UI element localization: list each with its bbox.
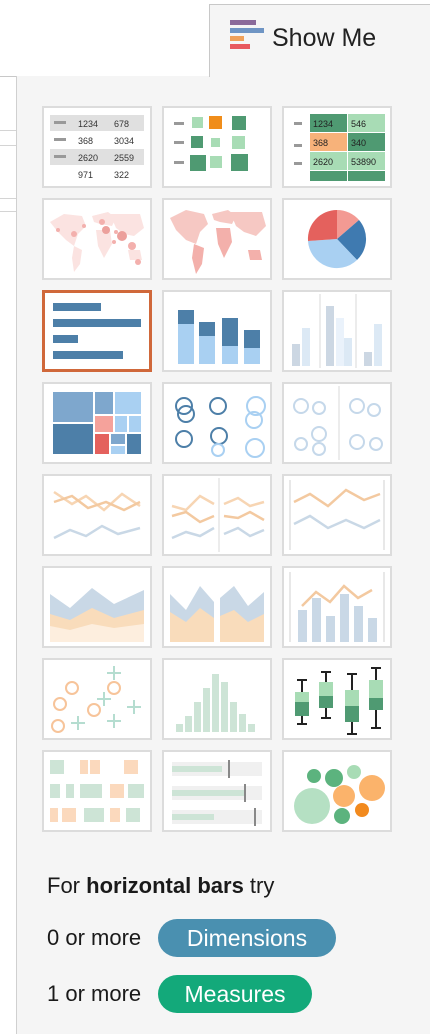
heat-map-icon <box>174 116 248 171</box>
show-me-label: Show Me <box>272 24 377 52</box>
cell: 368 <box>313 138 328 148</box>
cell: 322 <box>114 170 129 180</box>
tile-circle-views[interactable] <box>162 382 272 464</box>
tile-continuous-lines[interactable] <box>42 474 152 556</box>
tile-stacked-bars[interactable] <box>162 290 272 372</box>
tile-histogram[interactable] <box>162 658 272 740</box>
treemap-icon <box>53 392 141 454</box>
tile-area-discrete[interactable] <box>162 566 272 648</box>
hint-suffix: try <box>243 873 275 898</box>
hint-chart-type: horizontal bars <box>86 873 244 898</box>
circle-views-icon <box>175 396 266 458</box>
tile-highlight-table[interactable]: 1234 546 368 340 2620 53890 <box>282 106 392 188</box>
measures-requirement-text: 1 or more <box>47 981 142 1006</box>
tile-bullet-graph[interactable] <box>162 750 272 832</box>
tile-treemap[interactable] <box>42 382 152 464</box>
cell: 1234 <box>78 119 98 129</box>
tile-symbol-map[interactable] <box>42 198 152 280</box>
cell: 3034 <box>114 136 134 146</box>
cell: 546 <box>351 119 366 129</box>
tile-heat-map[interactable] <box>162 106 272 188</box>
tile-dual-lines[interactable] <box>282 474 392 556</box>
measures-pill: Measures <box>158 975 312 1013</box>
tile-side-by-side-bars[interactable] <box>282 290 392 372</box>
dual-combination-icon <box>289 572 385 642</box>
scatter-plot-icon <box>51 666 141 733</box>
dimensions-pill: Dimensions <box>158 919 336 957</box>
divider <box>0 145 16 146</box>
horizontal-bars-icon <box>53 303 141 359</box>
tile-gantt-chart[interactable] <box>42 750 152 832</box>
highlight-table-icon: 1234 546 368 340 2620 53890 <box>294 114 385 181</box>
cell: 368 <box>78 136 93 146</box>
divider <box>0 211 16 212</box>
cell: 2559 <box>114 153 134 163</box>
tile-dual-combination[interactable] <box>282 566 392 648</box>
cell: 2620 <box>78 153 98 163</box>
divider <box>0 198 16 199</box>
filled-map-icon <box>170 210 266 274</box>
tile-text-table[interactable]: 1234 678 368 3034 2620 2559 971 322 <box>42 106 152 188</box>
stacked-bars-icon <box>178 310 260 364</box>
show-me-icon <box>230 20 264 49</box>
discrete-lines-icon <box>171 478 265 552</box>
show-me-tab[interactable]: Show Me <box>209 4 430 77</box>
dimensions-requirement-text: 0 or more <box>47 925 142 950</box>
text-table-icon: 1234 678 368 3034 2620 2559 971 322 <box>50 115 144 180</box>
bullet-graph-icon <box>172 760 262 826</box>
tile-box-whisker[interactable] <box>282 658 392 740</box>
area-discrete-icon <box>170 586 264 642</box>
tile-filled-map[interactable] <box>162 198 272 280</box>
dual-lines-icon <box>289 480 385 550</box>
cell: 678 <box>114 119 129 129</box>
cell: 971 <box>78 170 93 180</box>
pie-chart-icon <box>307 209 367 269</box>
tile-side-by-side-circles[interactable] <box>282 382 392 464</box>
worksheet-edge <box>0 0 16 1034</box>
continuous-lines-icon <box>53 490 141 540</box>
box-whisker-icon <box>295 667 383 735</box>
side-by-side-circles-icon <box>293 386 383 460</box>
tile-pie-chart[interactable] <box>282 198 392 280</box>
packed-bubbles-icon <box>294 765 385 824</box>
divider <box>0 130 16 131</box>
tile-scatter-plot[interactable] <box>42 658 152 740</box>
side-by-side-bars-icon <box>292 294 382 368</box>
cell: 340 <box>351 138 366 148</box>
tile-packed-bubbles[interactable] <box>282 750 392 832</box>
gantt-chart-icon <box>50 760 144 822</box>
cell: 2620 <box>313 157 333 167</box>
tile-discrete-lines[interactable] <box>162 474 272 556</box>
area-continuous-icon <box>50 588 144 642</box>
chart-hint: For horizontal bars try <box>47 873 274 899</box>
cell: 1234 <box>313 119 333 129</box>
cell: 53890 <box>351 157 376 167</box>
tile-area-continuous[interactable] <box>42 566 152 648</box>
hint-prefix: For <box>47 873 87 898</box>
tile-horizontal-bars[interactable] <box>42 290 152 372</box>
symbol-map-icon <box>50 212 144 272</box>
histogram-icon <box>176 674 255 732</box>
